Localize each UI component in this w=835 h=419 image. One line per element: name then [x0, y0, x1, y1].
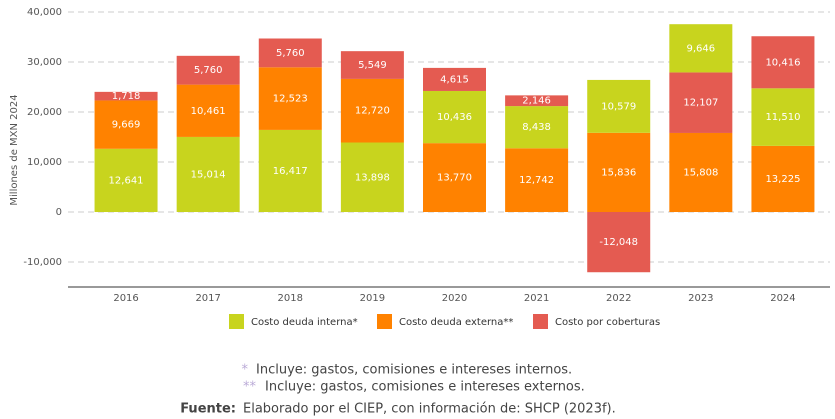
source-text: Elaborado por el CIEP, con información d…	[243, 402, 616, 417]
data-label: 10,579	[601, 101, 636, 112]
bar-segment	[258, 38, 322, 68]
x-tick-label: 2021	[524, 293, 549, 304]
y-tick-label: 10,000	[27, 157, 62, 168]
legend-swatch	[377, 314, 392, 329]
bar-segment	[587, 212, 651, 273]
legend-label: Costo deuda interna*	[251, 317, 358, 328]
bar-segment	[94, 148, 158, 212]
bar-segment	[176, 84, 240, 137]
y-tick-label: -10,000	[23, 257, 62, 268]
data-label: 12,107	[683, 98, 718, 109]
note-marker: **	[243, 380, 257, 395]
legend-label: Costo por coberturas	[555, 317, 660, 328]
bar-segment	[258, 67, 322, 130]
data-label: 13,225	[765, 174, 800, 185]
bar-segment	[423, 143, 486, 212]
bar-segment	[505, 95, 569, 107]
bar-segment	[176, 136, 240, 212]
bar-segment	[751, 145, 815, 212]
data-label: 8,438	[522, 122, 551, 133]
data-label: 5,760	[194, 65, 223, 76]
x-tick-label: 2020	[442, 293, 467, 304]
bar-segment	[423, 67, 486, 91]
data-label: 10,461	[191, 106, 226, 117]
data-label: 13,898	[355, 172, 390, 183]
data-label: 5,760	[276, 48, 305, 59]
y-tick-label: 0	[56, 207, 62, 218]
x-tick-label: 2016	[113, 293, 138, 304]
data-label: 15,808	[683, 167, 718, 178]
data-label: 10,436	[437, 112, 472, 123]
bar-segment	[94, 91, 158, 101]
data-label: 2,146	[522, 96, 551, 107]
bar-segment	[94, 100, 158, 149]
bar-segment	[258, 129, 322, 212]
x-tick-label: 2018	[278, 293, 303, 304]
x-tick-label: 2019	[360, 293, 385, 304]
bar-segment	[340, 142, 404, 212]
legend-swatch	[229, 314, 244, 329]
data-label: 12,523	[273, 94, 308, 105]
note-text: Incluye: gastos, comisiones e intereses …	[256, 363, 572, 378]
data-label: 15,014	[191, 169, 226, 180]
bar-segment	[587, 132, 651, 212]
data-label: 13,770	[437, 173, 472, 184]
bar-segment	[505, 106, 569, 149]
y-tick-label: 40,000	[27, 7, 62, 18]
data-label: 12,742	[519, 175, 554, 186]
bar-segment	[669, 132, 733, 212]
data-label: 9,669	[112, 120, 141, 131]
x-tick-label: 2017	[195, 293, 220, 304]
data-label: -12,048	[599, 237, 638, 248]
bar-segment	[176, 55, 240, 85]
data-label: 12,641	[109, 175, 144, 186]
source-label: Fuente:	[180, 402, 236, 417]
legend-swatch	[533, 314, 548, 329]
bar-segment	[669, 72, 733, 133]
x-tick-label: 2024	[770, 293, 795, 304]
note-text: Incluye: gastos, comisiones e intereses …	[265, 380, 585, 395]
note-marker: *	[242, 363, 249, 378]
x-tick-label: 2023	[688, 293, 713, 304]
data-label: 11,510	[765, 112, 800, 123]
data-label: 12,720	[355, 106, 390, 117]
data-label: 15,836	[601, 167, 636, 178]
bar-segment	[505, 148, 569, 212]
bar-segment	[751, 88, 815, 146]
bar-segment	[751, 36, 815, 89]
data-label: 10,416	[765, 57, 800, 68]
y-tick-label: 20,000	[27, 107, 62, 118]
x-tick-label: 2022	[606, 293, 631, 304]
data-label: 9,646	[687, 43, 716, 54]
data-label: 1,718	[112, 91, 141, 102]
bar-segment	[340, 51, 404, 79]
bar-segment	[423, 90, 486, 144]
data-label: 5,549	[358, 60, 387, 71]
legend-label: Costo deuda externa**	[399, 317, 513, 328]
bar-segment	[340, 78, 404, 143]
y-tick-label: 30,000	[27, 57, 62, 68]
data-label: 16,417	[273, 166, 308, 177]
data-label: 4,615	[440, 74, 469, 85]
bar-segment	[587, 79, 651, 133]
y-axis-label: Millones de MXN 2024	[9, 94, 20, 205]
bar-segment	[669, 24, 733, 73]
